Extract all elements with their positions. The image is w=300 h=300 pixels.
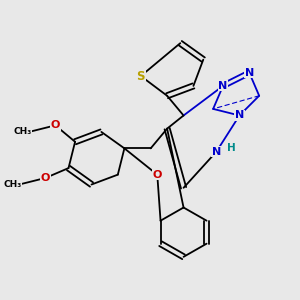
Text: O: O [51,120,60,130]
Text: O: O [41,173,50,183]
Text: S: S [136,70,145,83]
Text: N: N [212,147,221,157]
Text: N: N [218,81,228,91]
Text: H: H [227,143,236,153]
Text: N: N [245,68,254,78]
Text: CH₃: CH₃ [4,180,22,189]
Text: CH₃: CH₃ [14,128,32,136]
Text: N: N [235,110,244,121]
Text: O: O [153,170,162,180]
